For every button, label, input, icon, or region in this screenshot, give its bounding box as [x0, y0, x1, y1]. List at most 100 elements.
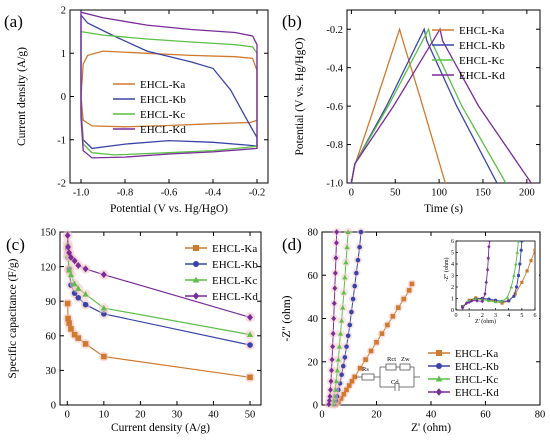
data-point-Ka [64, 300, 71, 307]
y-tick-label: 1 [61, 49, 66, 60]
data-point-Ka [247, 374, 253, 381]
x-tick-label: 20 [371, 410, 382, 421]
y-tick-label: 20 [308, 357, 319, 368]
inset-y-tick-label: 6 [451, 239, 454, 245]
inset-data-point-Kb [519, 248, 523, 252]
inset-y-tick-label: 2 [451, 285, 454, 291]
y-tick-label: 0 [313, 401, 318, 412]
data-point-Ka [71, 331, 78, 338]
inset-data-point-Kc [509, 285, 514, 289]
x-axis-label: Potential (V vs. Hg/HgO) [110, 203, 228, 215]
circuit-resistor-rct [385, 363, 397, 371]
series-line-Ka [350, 26, 446, 183]
data-point-Kd [334, 229, 340, 235]
x-tick-label: 0 [319, 410, 324, 421]
legend-label: EHCL-Kb [140, 94, 186, 106]
series-line-Kc [67, 243, 251, 336]
x-axis-label: Z' (ohm) [411, 422, 451, 434]
circuit-label-cd: Cd [391, 379, 399, 386]
x-tick-label: 200 [519, 188, 535, 199]
x-tick-label: -1.0 [73, 188, 90, 199]
legend-marker [436, 363, 442, 369]
inset-data-point-Kb [514, 285, 519, 289]
inset-data-point-Kd [483, 291, 487, 296]
plot-frame-c [59, 231, 262, 406]
inset-data-point-Kd [485, 267, 490, 272]
legend-marker [193, 261, 199, 267]
panel-c: 0 10 20 30 40 50 0 30 60 90 120 150 Current density … [6, 228, 262, 434]
legend-entry-Kc: EHCL-Kc [432, 55, 504, 67]
legend-entry-Kb: EHCL-Kb [432, 40, 505, 52]
circuit-label-zw: Zw [401, 356, 410, 363]
inset-data-point-Kc [515, 250, 519, 254]
y-tick-label: -1 [57, 135, 66, 146]
x-tick-label: 50 [245, 410, 256, 421]
y-axis-label: -Z'' (ohm) [281, 295, 293, 341]
data-point-Ka [379, 331, 385, 336]
data-point-Kd [331, 300, 337, 307]
legend: EHCL-Ka EHCL-Kb EHCL-Kc EHCL-Kd [432, 25, 505, 82]
x-tick-label: 30 [172, 410, 183, 421]
series-line-Kd [80, 11, 258, 159]
legend-label: EHCL-Ka [455, 349, 498, 360]
inset-y-tick-label: 3 [451, 274, 454, 280]
legend-entry-Kd: EHCL-Kd [428, 388, 499, 399]
y-tick-label: -0.8 [326, 140, 343, 151]
legend-entry-Kc: EHCL-Kc [113, 109, 185, 121]
legend-label: EHCL-Ka [212, 243, 257, 255]
inset-data-point-Kd [470, 298, 474, 303]
inset-x-tick-label: 6 [534, 313, 537, 319]
data-point-Ka [385, 322, 390, 328]
data-point-Kd [331, 315, 337, 322]
inset-x-tick-label: 0 [455, 313, 458, 319]
legend-entry-Kb: EHCL-Kb [185, 259, 258, 271]
legend: EHCL-Ka EHCL-Kb EHCL-Kc EHCL-Kd [428, 349, 499, 399]
series-line-Ka [67, 303, 251, 378]
data-point-Kb [75, 294, 82, 301]
data-point-Kb [345, 333, 351, 339]
data-point-Kb [355, 257, 361, 263]
x-tick-label: 10 [99, 410, 110, 421]
legend-label: EHCL-Ka [459, 25, 504, 37]
data-point-Kc [345, 229, 351, 234]
data-point-Ka [406, 288, 412, 293]
series-line-Kd [350, 27, 532, 183]
x-tick-label: 60 [480, 410, 491, 421]
data-point-Ka [352, 374, 357, 380]
inset-x-tick-label: 5 [520, 313, 523, 319]
inset-x-tick-label: 1 [468, 313, 471, 319]
data-point-Ka [409, 281, 415, 287]
data-point-Ka [68, 326, 74, 332]
data-point-Kc [100, 304, 107, 311]
legend-label: EHCL-Kc [455, 375, 498, 386]
inset-data-point-Kd [480, 299, 485, 304]
legend-label: EHCL-Kb [455, 362, 499, 373]
data-point-Kd [75, 261, 82, 269]
inset-data-point-Kd [486, 256, 490, 261]
inset-data-point-Ka [513, 292, 517, 296]
inset-x-axis-label: Z' (ohm) [475, 318, 496, 325]
panel-label: (d) [282, 235, 302, 254]
circuit-warburg [399, 363, 411, 371]
data-point-Kb [342, 355, 348, 360]
legend-marker [192, 276, 200, 283]
data-point-Kc [71, 280, 78, 287]
legend-marker [192, 292, 200, 300]
inset-data-point-Kd [487, 244, 491, 249]
data-point-Ka [341, 391, 347, 397]
data-point-Kc [334, 367, 340, 373]
y-tick-label: 0 [61, 92, 66, 103]
data-point-Kd [333, 255, 339, 261]
circuit-label-rs: Rs [362, 366, 369, 373]
data-point-Kc [75, 285, 82, 291]
x-tick-label: -0.2 [249, 188, 266, 199]
data-point-Kb [344, 344, 349, 349]
circuit-label-rct: Rct [387, 356, 396, 363]
data-point-Kc [66, 266, 73, 273]
y-tick-label: 30 [46, 366, 57, 377]
panel-label: (a) [4, 12, 23, 31]
x-axis-label: Time (s) [424, 203, 463, 215]
legend-label: EHCL-Kc [459, 55, 504, 67]
inset-data-point-Kd [484, 280, 488, 285]
data-point-Kd [71, 257, 78, 265]
